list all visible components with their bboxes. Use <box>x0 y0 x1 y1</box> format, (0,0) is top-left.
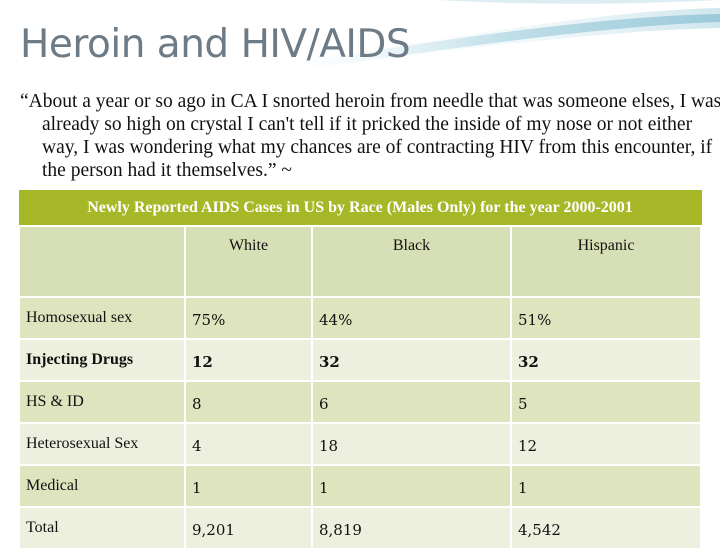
cell-value: 32 <box>311 338 512 382</box>
cell-value: 8 <box>184 380 313 424</box>
cell-value: 1 <box>509 464 703 508</box>
column-header-white: White <box>184 225 313 298</box>
aids-cases-table: Newly Reported AIDS Cases in US by Race … <box>18 190 703 550</box>
row-label: Medical <box>18 464 186 508</box>
table-row: Total 9,201 8,819 4,542 <box>18 506 703 550</box>
cell-value: 8,819 <box>311 506 512 550</box>
cell-value: 12 <box>184 338 313 382</box>
table-caption: Newly Reported AIDS Cases in US by Race … <box>18 190 702 227</box>
cell-value: 6 <box>311 380 512 424</box>
table-row: Injecting Drugs 12 32 32 <box>18 338 703 382</box>
cell-value: 1 <box>184 464 313 508</box>
column-header-black: Black <box>311 225 512 298</box>
cell-value: 51% <box>509 296 703 340</box>
cell-value: 4,542 <box>509 506 703 550</box>
cell-value: 12 <box>509 422 703 466</box>
table-row: Homosexual sex 75% 44% 51% <box>18 296 703 340</box>
cell-value: 18 <box>311 422 512 466</box>
row-label: HS & ID <box>18 380 186 424</box>
table-row: Heterosexual Sex 4 18 12 <box>18 422 703 466</box>
quote-text: “About a year or so ago in CA I snorted … <box>20 91 720 181</box>
column-header-row: White Black Hispanic <box>18 225 703 298</box>
row-label: Injecting Drugs <box>18 338 186 382</box>
column-header-hispanic: Hispanic <box>509 225 703 298</box>
row-label: Total <box>18 506 186 550</box>
header-swoosh-decoration <box>300 0 720 70</box>
table-row: HS & ID 8 6 5 <box>18 380 703 424</box>
row-label: Homosexual sex <box>18 296 186 340</box>
cell-value: 4 <box>184 422 313 466</box>
table-row: Medical 1 1 1 <box>18 464 703 508</box>
table-caption-row: Newly Reported AIDS Cases in US by Race … <box>18 190 702 227</box>
cell-value: 5 <box>509 380 703 424</box>
cell-value: 1 <box>311 464 512 508</box>
slide-title: Heroin and HIV/AIDS <box>20 22 411 67</box>
row-label: Heterosexual Sex <box>18 422 186 466</box>
cell-value: 32 <box>509 338 703 382</box>
cell-value: 9,201 <box>184 506 313 550</box>
cell-value: 75% <box>184 296 313 340</box>
column-header-empty <box>18 225 186 298</box>
cell-value: 44% <box>311 296 512 340</box>
